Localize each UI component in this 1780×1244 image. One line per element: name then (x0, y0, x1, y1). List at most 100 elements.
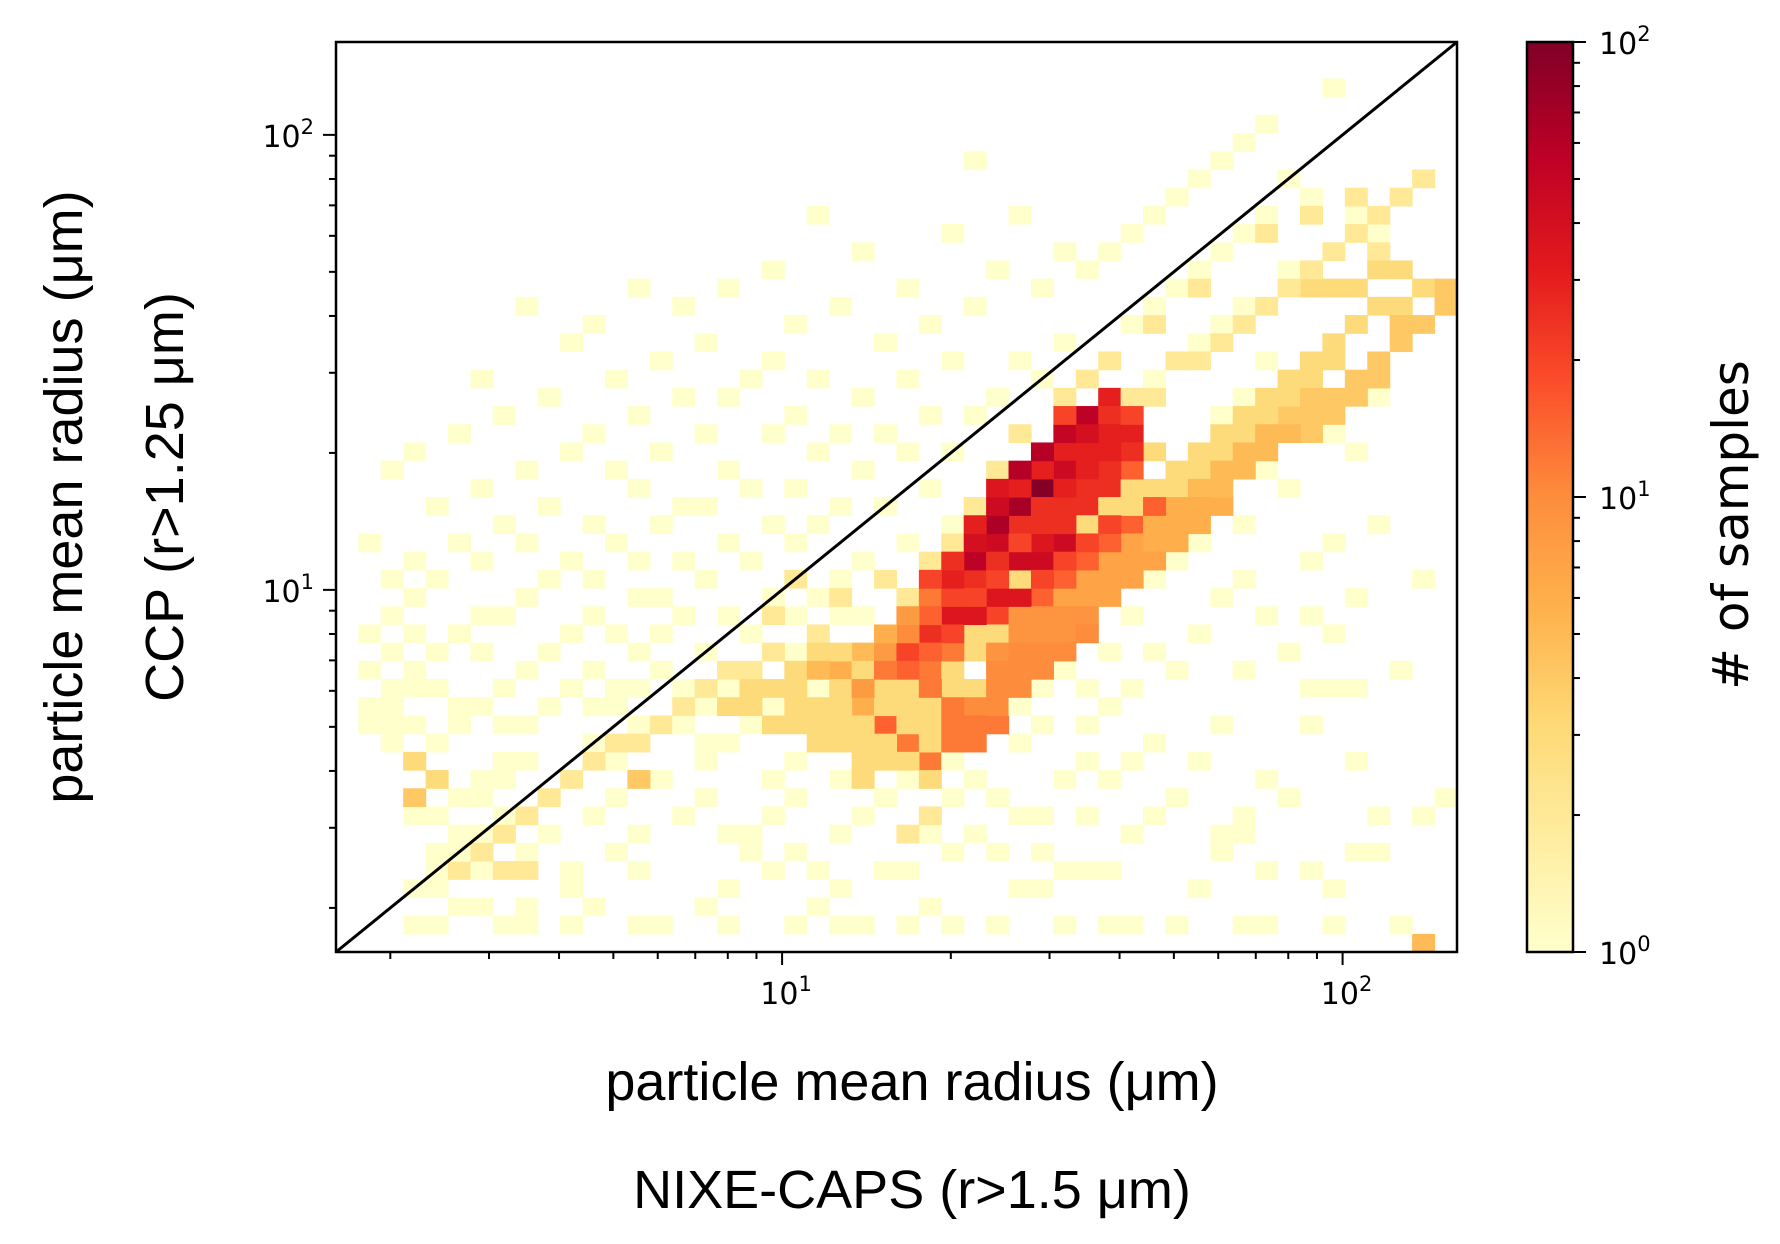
heatmap-cell (739, 679, 763, 698)
heatmap-cell (717, 879, 741, 899)
colorbar-tick-label: 102 (1599, 22, 1651, 62)
heatmap-cell (761, 515, 785, 535)
heatmap-cell (1143, 478, 1167, 498)
heatmap-cell (604, 697, 628, 717)
heatmap-cell (941, 697, 965, 717)
heatmap-cell (761, 424, 785, 444)
heatmap-cell (403, 715, 427, 735)
heatmap-cell (806, 205, 830, 225)
heatmap-cell (1008, 460, 1032, 480)
heatmap-cell (1165, 351, 1189, 371)
heatmap-cell (918, 569, 942, 589)
heatmap-cell (851, 551, 875, 571)
colorbar-ticks: 100 101 102 (1573, 22, 1651, 972)
heatmap-cell (829, 296, 853, 316)
heatmap-cell (470, 842, 494, 862)
heatmap-cell (1299, 424, 1324, 444)
heatmap-cell (1053, 770, 1077, 789)
heatmap-cell (918, 824, 942, 844)
heatmap-cell (1255, 351, 1279, 371)
heatmap-cell (1053, 915, 1077, 935)
heatmap-cell (560, 915, 584, 935)
heatmap-cell (1277, 642, 1301, 662)
heatmap-cell (784, 606, 808, 626)
heatmap-cell (1030, 679, 1054, 698)
heatmap-cell (1232, 915, 1256, 935)
heatmap-cell (784, 915, 808, 935)
heatmap-cell (874, 569, 898, 589)
heatmap-cell (739, 478, 763, 498)
heatmap-cell (1143, 806, 1167, 826)
heatmap-cell (1030, 569, 1054, 589)
heatmap-cell (963, 679, 987, 698)
heatmap-cell (1075, 569, 1099, 589)
heatmap-cell (1053, 515, 1077, 535)
heatmap-cell (717, 697, 741, 717)
heatmap-cell (1255, 205, 1279, 225)
heatmap-cell (1075, 369, 1099, 389)
colorbar (1525, 40, 1575, 954)
heatmap-cell (806, 369, 830, 389)
heatmap-cell (1389, 660, 1413, 680)
heatmap-cell (1187, 278, 1211, 298)
heatmap-cell (672, 697, 696, 717)
heatmap-cell (1165, 497, 1189, 516)
heatmap-cell (986, 788, 1010, 808)
heatmap-cell (1187, 497, 1211, 516)
heatmap-cell (874, 624, 898, 644)
heatmap-cell (918, 733, 942, 753)
heatmap-cell (784, 406, 808, 425)
heatmap-cell (986, 478, 1010, 498)
heatmap-cell (627, 679, 651, 698)
heatmap-cell (986, 588, 1010, 607)
heatmap-cell (717, 660, 741, 680)
heatmap-cell (874, 333, 898, 353)
heatmap-cell (829, 497, 853, 516)
heatmap-cell (1299, 205, 1324, 225)
y-axis-title-instrument: CCP (r>1.25 μm) (135, 292, 195, 702)
heatmap-cell (358, 715, 382, 735)
heatmap-cell (470, 861, 494, 880)
y-tick-label: 101 (262, 570, 314, 610)
heatmap-cell (986, 260, 1010, 280)
heatmap-cell (1120, 569, 1144, 589)
heatmap-cell (1412, 278, 1436, 298)
heatmap-cell (1098, 915, 1122, 935)
heatmap-cell (448, 861, 472, 880)
heatmap-cell (986, 497, 1010, 516)
heatmap-cell (380, 460, 404, 480)
heatmap-cell (1120, 460, 1144, 480)
heatmap-cell (1389, 296, 1413, 316)
heatmap-cell (941, 588, 965, 607)
heatmap-cell (537, 642, 561, 662)
heatmap-cell (941, 751, 965, 771)
heatmap-cell (694, 424, 718, 444)
heatmap-cell (784, 315, 808, 334)
x-tick-label: 101 (760, 972, 812, 1012)
heatmap-cell (851, 460, 875, 480)
heatmap-cell (1030, 624, 1054, 644)
heatmap-cell (739, 551, 763, 571)
heatmap-cell (1187, 515, 1211, 535)
heatmap-cell (627, 915, 651, 935)
heatmap-cell (604, 788, 628, 808)
heatmap-cell (1299, 187, 1324, 207)
heatmap-cell (784, 842, 808, 862)
heatmap-cell (806, 588, 830, 607)
heatmap-cell (1210, 460, 1234, 480)
plot-frame (334, 40, 1459, 954)
heatmap-cell (1098, 551, 1122, 571)
heatmap-cell (537, 788, 561, 808)
heatmap-cell (874, 424, 898, 444)
heatmap-cell (1008, 588, 1032, 607)
heatmap-cell (896, 697, 920, 717)
heatmap-cell (986, 915, 1010, 935)
heatmap-cell (694, 751, 718, 771)
heatmap-cell (1434, 296, 1458, 316)
heatmap-cell (1277, 369, 1301, 389)
heatmap-cell (492, 751, 516, 771)
heatmap-cell (1389, 915, 1413, 935)
heatmap-cell (918, 624, 942, 644)
heatmap-cell (1053, 588, 1077, 607)
heatmap-cell (918, 660, 942, 680)
